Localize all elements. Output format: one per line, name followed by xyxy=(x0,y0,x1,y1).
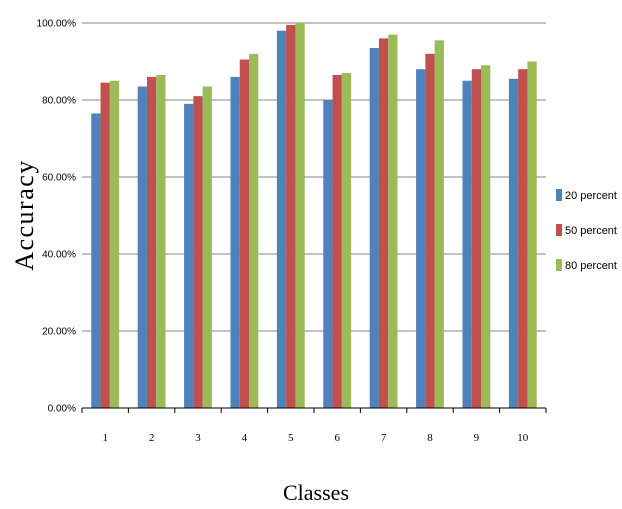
bar xyxy=(388,34,398,409)
bar xyxy=(137,86,147,409)
x-tick-label: 10 xyxy=(517,432,529,444)
x-tick-label: 3 xyxy=(195,432,201,444)
x-tick-label: 2 xyxy=(149,432,155,444)
x-tick-labels: 1 2 3 4 5 6 7 8 9 10 xyxy=(81,408,547,444)
bar xyxy=(378,38,389,409)
x-tick-label: 1 xyxy=(102,432,108,444)
x-tick-label: 7 xyxy=(381,432,387,444)
x-tick-label: 4 xyxy=(242,432,248,444)
bar xyxy=(295,23,305,408)
bar xyxy=(332,74,342,408)
y-tick-label: 0.00% xyxy=(48,404,76,415)
bar xyxy=(156,74,166,408)
bar xyxy=(425,53,435,409)
x-tick-label: 8 xyxy=(427,432,433,444)
x-axis-title: Classes xyxy=(283,480,349,505)
bar xyxy=(369,48,379,409)
y-tick-label: 20.00% xyxy=(42,327,76,338)
y-tick-label: 60.00% xyxy=(42,173,76,184)
y-tick-label: 100.00% xyxy=(37,19,77,30)
bar xyxy=(193,96,203,409)
bar xyxy=(462,80,472,408)
bar xyxy=(184,103,194,408)
bar xyxy=(239,59,250,408)
y-tick-labels: 0.00% 20.00% 40.00% 60.00% 80.00% 100.00% xyxy=(37,19,77,415)
bar xyxy=(109,80,120,408)
bar xyxy=(100,82,110,409)
bar xyxy=(146,76,157,409)
x-tick-label: 5 xyxy=(288,432,294,444)
y-tick-label: 80.00% xyxy=(42,96,76,107)
bar xyxy=(230,76,240,409)
bar xyxy=(416,69,426,408)
bar xyxy=(341,73,352,409)
bar xyxy=(471,69,482,408)
bar xyxy=(91,113,101,408)
y-tick-label: 40.00% xyxy=(42,250,76,261)
bar xyxy=(323,100,333,408)
bar xyxy=(276,30,287,408)
legend-swatch xyxy=(556,189,562,201)
bar xyxy=(249,53,259,409)
bar xyxy=(434,40,444,408)
legend-label: 80 percent xyxy=(565,260,617,272)
bar xyxy=(508,78,519,408)
legend-label: 50 percent xyxy=(565,225,617,237)
x-tick-label: 6 xyxy=(334,432,340,444)
legend-swatch xyxy=(556,224,562,236)
bar xyxy=(481,65,491,408)
bars xyxy=(91,23,537,409)
bar xyxy=(202,86,212,409)
bar xyxy=(286,24,296,409)
y-axis-title: Accuracy xyxy=(10,159,39,271)
legend-swatch xyxy=(556,259,562,271)
legend-label: 20 percent xyxy=(565,190,617,202)
bar xyxy=(518,69,528,408)
x-tick-label: 9 xyxy=(474,432,480,444)
bar xyxy=(527,61,537,408)
legend: 20 percent 50 percent 80 percent xyxy=(556,189,617,272)
